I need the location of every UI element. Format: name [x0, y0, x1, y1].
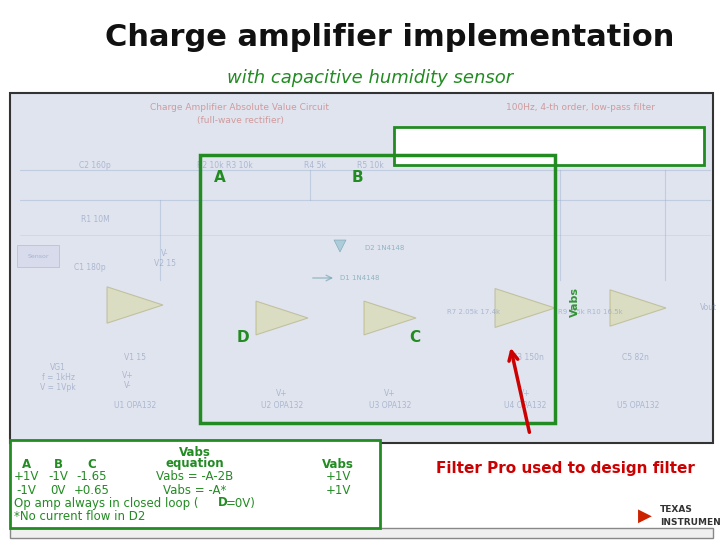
Text: = 1kHz, Set Filter to 1/10 f: = 1kHz, Set Filter to 1/10 f — [432, 139, 598, 152]
Text: C: C — [410, 330, 420, 346]
Text: R2 10k R3 10k: R2 10k R3 10k — [197, 160, 253, 170]
Text: U2 OPA132: U2 OPA132 — [261, 401, 303, 409]
Text: +1V: +1V — [325, 483, 351, 496]
Text: V+: V+ — [276, 388, 288, 397]
Text: 0V: 0V — [50, 483, 66, 496]
Text: A: A — [214, 170, 226, 185]
Polygon shape — [495, 288, 555, 327]
Text: VG1: VG1 — [50, 363, 66, 373]
Text: V-: V- — [161, 248, 168, 258]
Text: -1.65: -1.65 — [77, 470, 107, 483]
FancyBboxPatch shape — [394, 127, 704, 165]
Polygon shape — [610, 290, 666, 326]
Text: *No current flow in D2: *No current flow in D2 — [14, 510, 145, 523]
Text: Vabs = -A*: Vabs = -A* — [163, 483, 227, 496]
Text: C2 160p: C2 160p — [79, 160, 111, 170]
FancyBboxPatch shape — [17, 245, 59, 267]
Text: Sensor: Sensor — [27, 253, 49, 259]
Text: R5 10k: R5 10k — [356, 160, 383, 170]
Text: R4 5k: R4 5k — [304, 160, 326, 170]
Text: B: B — [351, 170, 363, 185]
Text: R7 2.05k 17.4k: R7 2.05k 17.4k — [447, 309, 500, 315]
Text: +1V: +1V — [13, 470, 39, 483]
Text: +1V: +1V — [325, 470, 351, 483]
Text: f = 1kHz: f = 1kHz — [42, 374, 74, 382]
Text: C3 150n: C3 150n — [512, 354, 544, 362]
Text: Vabs: Vabs — [179, 446, 211, 458]
Text: U5 OPA132: U5 OPA132 — [617, 401, 660, 409]
Polygon shape — [107, 287, 163, 323]
Text: equation: equation — [166, 457, 225, 470]
Text: R1 10M: R1 10M — [81, 215, 109, 225]
Text: Vabs: Vabs — [570, 287, 580, 317]
Text: D: D — [237, 330, 249, 346]
Text: Vabs = -A-2B: Vabs = -A-2B — [156, 470, 233, 483]
Polygon shape — [364, 301, 416, 335]
Text: V = 1Vpk: V = 1Vpk — [40, 383, 76, 393]
Text: V+: V+ — [122, 370, 134, 380]
Text: D1 1N4148: D1 1N4148 — [340, 275, 379, 281]
FancyBboxPatch shape — [10, 528, 713, 538]
Text: 100Hz, 4-th order, low-pass filter: 100Hz, 4-th order, low-pass filter — [505, 104, 654, 112]
FancyBboxPatch shape — [10, 93, 713, 443]
Text: D: D — [218, 496, 228, 510]
Text: V+: V+ — [384, 388, 396, 397]
Text: Charge amplifier implementation: Charge amplifier implementation — [105, 24, 675, 52]
Text: C4 470n: C4 470n — [464, 159, 496, 167]
Text: with capacitive humidity sensor: with capacitive humidity sensor — [227, 69, 513, 87]
Polygon shape — [256, 301, 308, 335]
Text: -1V: -1V — [48, 470, 68, 483]
Text: excite: excite — [614, 146, 639, 156]
Text: U3 OPA132: U3 OPA132 — [369, 401, 411, 409]
Text: excite: excite — [407, 146, 433, 156]
Text: +0.65: +0.65 — [74, 483, 110, 496]
Text: =0V): =0V) — [226, 496, 256, 510]
Text: Charge Amplifier Absolute Value Circuit: Charge Amplifier Absolute Value Circuit — [150, 104, 330, 112]
Text: Vout: Vout — [700, 303, 717, 313]
Text: C1 180p: C1 180p — [74, 264, 106, 273]
Text: R9 1.5k R10 16.5k: R9 1.5k R10 16.5k — [557, 309, 622, 315]
Polygon shape — [334, 240, 346, 252]
Text: V+: V+ — [519, 388, 531, 397]
Text: (full-wave rectifier): (full-wave rectifier) — [197, 116, 284, 125]
Text: V-: V- — [125, 381, 132, 390]
Text: →100Hz: →100Hz — [641, 139, 691, 152]
Text: U1 OPA132: U1 OPA132 — [114, 401, 156, 409]
Text: C5 82n: C5 82n — [621, 354, 649, 362]
Text: C6 1.5u: C6 1.5u — [616, 159, 644, 167]
Text: V2 15: V2 15 — [154, 259, 176, 267]
Text: TEXAS
INSTRUMENTS: TEXAS INSTRUMENTS — [660, 505, 720, 526]
Text: C: C — [88, 457, 96, 470]
Text: Op amp always in closed loop (: Op amp always in closed loop ( — [14, 496, 199, 510]
Text: Vabs: Vabs — [322, 457, 354, 470]
FancyBboxPatch shape — [10, 440, 380, 528]
Text: f: f — [400, 139, 405, 152]
Text: -1V: -1V — [16, 483, 36, 496]
Text: V1 15: V1 15 — [124, 354, 146, 362]
Text: B: B — [53, 457, 63, 470]
Text: ▶: ▶ — [638, 507, 652, 525]
Text: U4 OPA132: U4 OPA132 — [504, 401, 546, 409]
Text: Filter Pro used to design filter: Filter Pro used to design filter — [436, 461, 694, 476]
Text: D2 1N4148: D2 1N4148 — [365, 245, 405, 251]
Text: A: A — [22, 457, 30, 470]
